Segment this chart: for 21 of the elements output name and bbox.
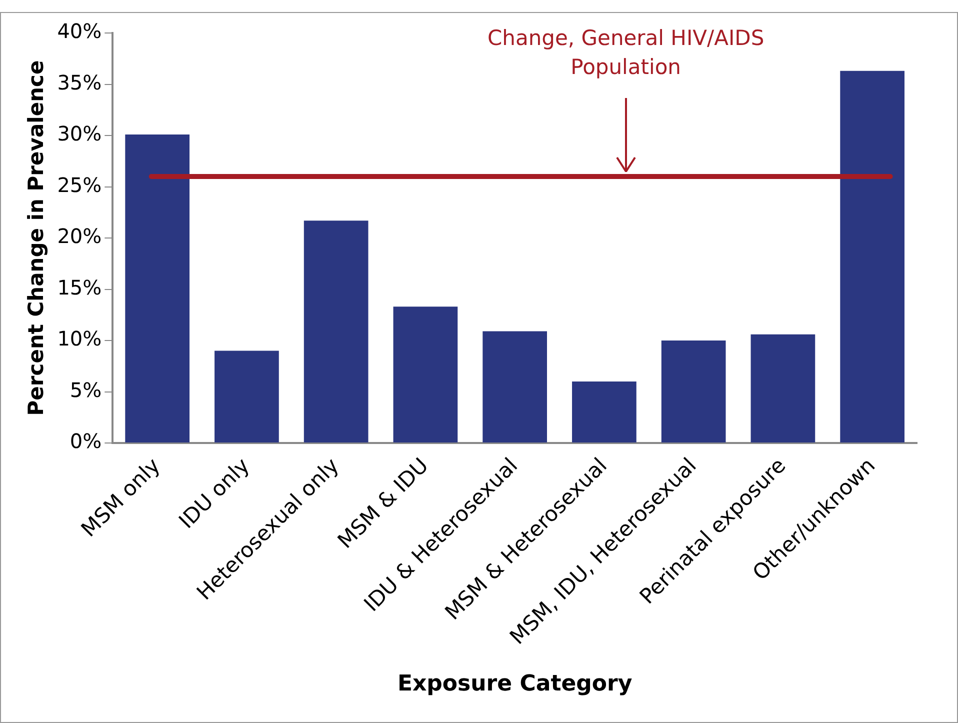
bar	[661, 340, 726, 443]
y-tick-label: 30%	[57, 122, 102, 146]
y-tick-label: 40%	[57, 19, 102, 44]
bar	[214, 350, 279, 443]
y-axis-title: Percent Change in Prevalence	[24, 60, 48, 416]
bar	[482, 331, 547, 443]
bar	[750, 334, 816, 443]
ref-line-label: Change, General HIV/AIDS Population	[487, 26, 764, 79]
y-tick-label: 35%	[57, 70, 102, 94]
y-tick-label: 25%	[57, 172, 102, 197]
bar	[393, 306, 458, 443]
x-axis-title: Exposure Category	[397, 672, 632, 697]
y-tick-label: 20%	[57, 224, 102, 248]
y-tick-label: 15%	[57, 275, 102, 300]
bar	[840, 70, 904, 443]
y-tick-label: 0%	[70, 429, 102, 454]
bar	[125, 134, 190, 443]
bar	[572, 382, 636, 443]
y-tick-label: 10%	[57, 326, 102, 351]
bar	[304, 220, 368, 443]
y-tick-label: 5%	[70, 378, 102, 402]
